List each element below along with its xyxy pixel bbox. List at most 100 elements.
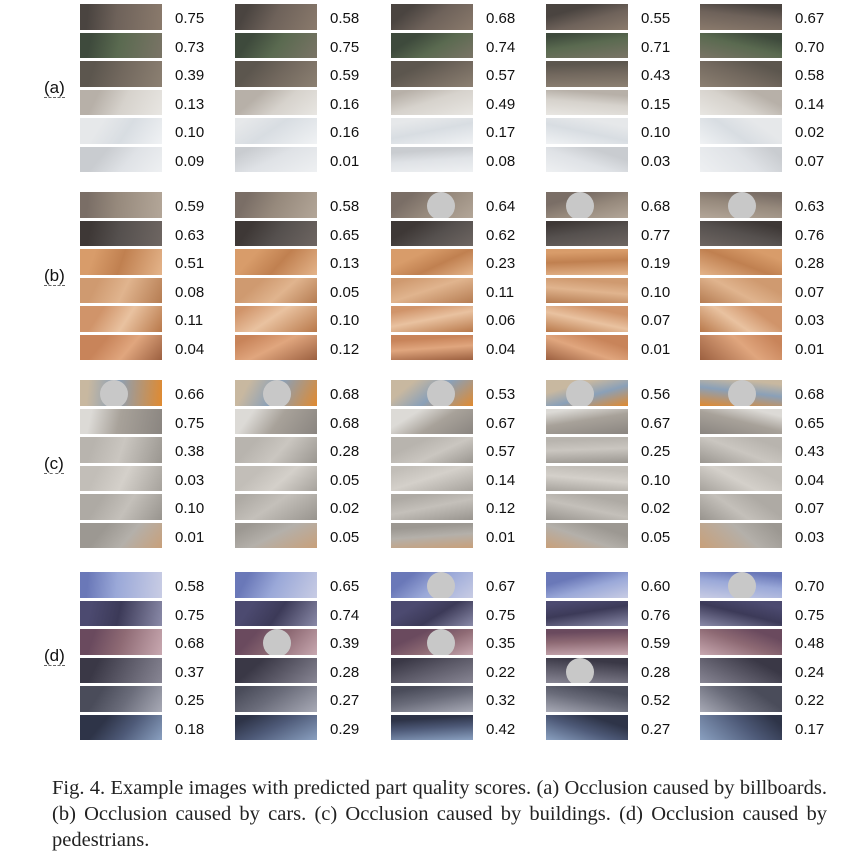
part-quality-score: 0.03 — [795, 312, 825, 329]
image-part — [80, 118, 162, 144]
image-part — [235, 61, 317, 87]
image-part — [80, 277, 162, 303]
part-quality-score: 0.08 — [486, 152, 516, 170]
pedestrian-image-strip — [546, 192, 628, 360]
image-part — [546, 277, 628, 303]
part-quality-score: 0.64 — [486, 198, 516, 215]
image-part — [391, 192, 473, 218]
image-part — [546, 306, 628, 332]
part-quality-score: 0.65 — [330, 226, 360, 244]
pedestrian-image-strip — [80, 192, 162, 360]
part-quality-score: 0.68 — [641, 198, 671, 215]
image-part — [391, 600, 473, 626]
part-quality-score: 0.55 — [641, 10, 671, 27]
part-quality-score: 0.75 — [175, 10, 205, 27]
part-quality-score: 0.60 — [641, 578, 671, 595]
part-quality-score: 0.04 — [175, 340, 205, 358]
image-part — [546, 220, 628, 246]
part-quality-score: 0.67 — [486, 414, 516, 432]
pedestrian-image-strip — [546, 380, 628, 548]
face-blur-mask — [566, 192, 594, 218]
image-part — [546, 714, 628, 740]
image-part — [546, 522, 628, 548]
part-quality-score: 0.16 — [330, 95, 360, 113]
part-quality-score: 0.25 — [175, 692, 205, 709]
part-quality-score: 0.04 — [486, 340, 516, 358]
part-quality-score: 0.10 — [175, 500, 205, 517]
part-quality-score: 0.22 — [486, 663, 516, 681]
part-quality-score: 0.75 — [330, 38, 360, 56]
part-quality-score: 0.74 — [486, 38, 516, 56]
part-quality-score: 0.62 — [486, 226, 516, 244]
face-blur-mask — [100, 380, 128, 406]
part-quality-score: 0.25 — [641, 443, 671, 460]
image-part — [80, 4, 162, 30]
part-quality-score: 0.22 — [795, 692, 825, 709]
image-part — [80, 146, 162, 172]
image-part — [546, 494, 628, 520]
pedestrian-image-strip — [80, 380, 162, 548]
pedestrian-image-strip — [391, 192, 473, 360]
part-quality-score: 0.68 — [175, 635, 205, 652]
part-quality-score: 0.42 — [486, 720, 516, 738]
image-part — [546, 686, 628, 712]
image-part — [80, 629, 162, 655]
part-quality-score: 0.70 — [795, 578, 825, 595]
image-part — [700, 334, 782, 360]
part-quality-score: 0.17 — [795, 720, 825, 738]
part-quality-score: 0.28 — [795, 255, 825, 272]
part-quality-score: 0.07 — [795, 152, 825, 170]
image-part — [391, 629, 473, 655]
part-quality-score: 0.52 — [641, 692, 671, 709]
image-part — [80, 522, 162, 548]
part-quality-score: 0.29 — [330, 720, 360, 738]
part-quality-score: 0.08 — [175, 283, 205, 301]
part-quality-score: 0.68 — [330, 386, 360, 403]
part-quality-score: 0.10 — [330, 312, 360, 329]
image-part — [235, 380, 317, 406]
image-part — [391, 657, 473, 683]
image-part — [391, 494, 473, 520]
part-quality-score: 0.05 — [330, 283, 360, 301]
part-quality-score: 0.68 — [330, 414, 360, 432]
row-label: (c) — [44, 454, 80, 474]
image-part — [700, 4, 782, 30]
image-part — [391, 437, 473, 463]
part-quality-score: 0.59 — [175, 198, 205, 215]
image-part — [80, 220, 162, 246]
part-quality-score: 0.12 — [486, 500, 516, 517]
part-quality-score: 0.23 — [486, 255, 516, 272]
image-part — [391, 334, 473, 360]
image-part — [391, 146, 473, 172]
image-part — [235, 494, 317, 520]
image-part — [700, 61, 782, 87]
image-part — [235, 146, 317, 172]
part-quality-score: 0.38 — [175, 443, 205, 460]
image-part — [80, 89, 162, 115]
image-part — [235, 686, 317, 712]
part-quality-score: 0.67 — [641, 414, 671, 432]
image-part — [391, 89, 473, 115]
image-part — [235, 220, 317, 246]
face-blur-mask — [566, 380, 594, 406]
part-quality-score: 0.75 — [175, 414, 205, 432]
image-part — [546, 334, 628, 360]
part-quality-score: 0.67 — [486, 578, 516, 595]
part-quality-score: 0.75 — [175, 606, 205, 624]
image-part — [700, 306, 782, 332]
image-part — [391, 380, 473, 406]
part-quality-score: 0.13 — [175, 95, 205, 113]
image-part — [700, 686, 782, 712]
row-label-text: (a) — [44, 78, 65, 98]
part-quality-score: 0.09 — [175, 152, 205, 170]
part-quality-score: 0.05 — [330, 471, 360, 489]
part-quality-score: 0.01 — [330, 152, 360, 170]
image-part — [235, 249, 317, 275]
image-part — [546, 146, 628, 172]
part-quality-score: 0.48 — [795, 635, 825, 652]
image-part — [546, 118, 628, 144]
part-quality-score: 0.11 — [175, 312, 204, 329]
image-part — [235, 437, 317, 463]
part-quality-score: 0.28 — [330, 663, 360, 681]
part-quality-score: 0.68 — [795, 386, 825, 403]
